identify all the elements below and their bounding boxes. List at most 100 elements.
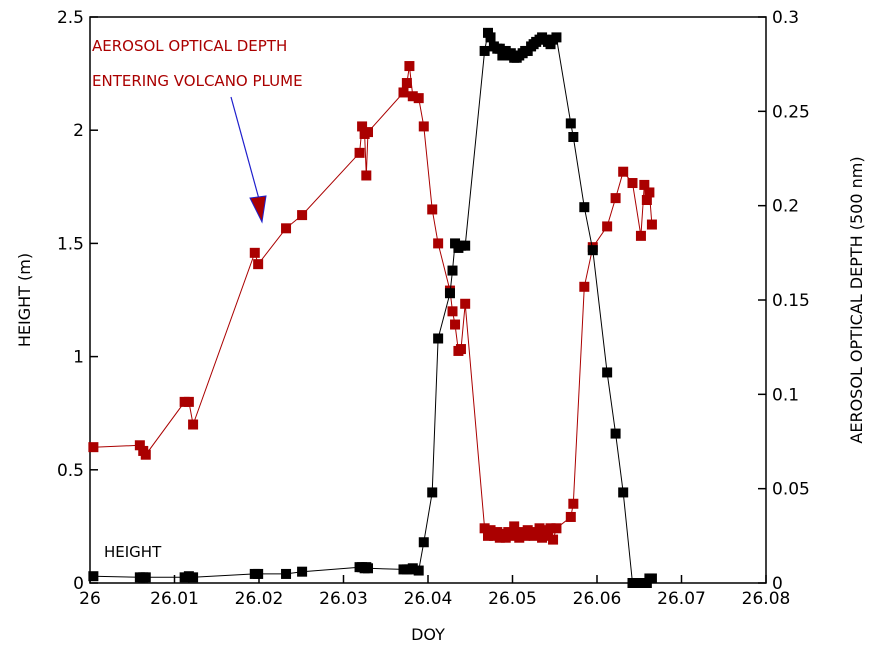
aod-series-point xyxy=(88,442,99,453)
x-axis-label: DOY xyxy=(411,625,445,644)
x-tick-label: 26.08 xyxy=(742,589,791,609)
annotation-arrow xyxy=(230,96,267,224)
aod-series-point xyxy=(485,525,496,536)
aod-series-point xyxy=(545,523,556,534)
height-series-point xyxy=(407,563,418,574)
annotation-line-2: ENTERING VOLCANO PLUME xyxy=(92,72,303,90)
height-series-point xyxy=(253,568,264,579)
aod-series-point xyxy=(455,344,466,355)
aod-series-point xyxy=(281,223,292,234)
height-series-point xyxy=(568,131,579,142)
y-left-tick-label: 1 xyxy=(73,348,84,368)
aod-series-point xyxy=(183,396,194,407)
aod-series-point xyxy=(492,527,503,538)
aod-series-point xyxy=(509,521,520,532)
aod-series-point xyxy=(450,319,461,330)
aod-series-point xyxy=(253,259,264,270)
height-series-point xyxy=(444,288,455,299)
height-series-point xyxy=(413,565,424,576)
aod-series-point xyxy=(602,221,613,232)
aod-series-point xyxy=(644,187,655,198)
height-series-point xyxy=(460,240,471,251)
aod-series-point xyxy=(568,498,579,509)
height-series-point xyxy=(447,265,458,276)
height-series-point xyxy=(587,245,598,256)
aod-series-point xyxy=(361,170,372,181)
aod-series-point xyxy=(565,511,576,522)
x-tick-label: 26.06 xyxy=(573,589,622,609)
height-series-point xyxy=(88,571,99,582)
y-right-tick-label: 0.15 xyxy=(772,291,810,311)
y-axis-right: 0 0.05 0.1 0.15 0.2 0.25 0.3 xyxy=(758,8,810,594)
height-series-point xyxy=(565,118,576,129)
height-series-point xyxy=(363,563,374,574)
height-series-point xyxy=(485,32,496,43)
height-series-point xyxy=(646,573,657,584)
aod-series-point xyxy=(548,534,559,545)
aod-series-line xyxy=(93,66,653,542)
aod-series-point xyxy=(482,530,493,541)
plot-frame xyxy=(89,16,767,584)
height-series-point xyxy=(494,43,505,54)
x-tick-label: 26.05 xyxy=(488,589,537,609)
aod-series-point xyxy=(413,93,424,104)
y-right-tick-label: 0.25 xyxy=(772,102,810,122)
aod-series-point xyxy=(427,204,438,215)
aod-series-point xyxy=(134,440,145,451)
aod-series-point xyxy=(354,147,365,158)
y-right-tick-label: 0 xyxy=(772,574,783,594)
aod-series-point xyxy=(534,523,545,534)
x-tick-label: 26.04 xyxy=(404,589,453,609)
height-series-point xyxy=(427,487,438,498)
height-series-point xyxy=(418,537,429,548)
aod-series-point xyxy=(297,210,308,221)
aod-series-point xyxy=(418,121,429,132)
aod-series-point xyxy=(357,121,368,132)
height-series-point xyxy=(140,572,151,583)
aod-series-point xyxy=(539,525,550,536)
aod-series-point xyxy=(618,166,629,177)
aod-series-point xyxy=(537,532,548,543)
y-right-tick-label: 0.3 xyxy=(772,8,799,28)
x-tick-label: 26.07 xyxy=(657,589,706,609)
x-tick-label: 26.02 xyxy=(235,589,284,609)
aod-series-point xyxy=(542,530,553,541)
annotation-line-1: AEROSOL OPTICAL DEPTH xyxy=(92,37,287,55)
aod-series-point xyxy=(579,281,590,292)
aod-series-point xyxy=(639,179,650,190)
aod-series-point xyxy=(433,238,444,249)
y-axis-left: 0 0.5 1 1.5 2 2.5 xyxy=(57,8,98,594)
y-left-tick-label: 0.5 xyxy=(57,461,84,481)
height-series xyxy=(88,27,657,588)
height-series-point xyxy=(433,333,444,344)
aod-series-point xyxy=(641,195,652,206)
aod-series-point xyxy=(249,247,260,258)
aod-series-point xyxy=(401,78,412,89)
height-series-point xyxy=(188,572,199,583)
aod-series-point xyxy=(398,87,409,98)
height-series-point xyxy=(281,568,292,579)
height-series-label: HEIGHT xyxy=(104,543,162,561)
height-series-point xyxy=(579,202,590,213)
y-left-tick-label: 1.5 xyxy=(57,234,84,254)
x-tick-label: 26 xyxy=(79,589,101,609)
aod-series-point xyxy=(188,419,199,430)
height-series-point xyxy=(610,428,621,439)
aod-series-point xyxy=(140,449,151,460)
aod-series-point xyxy=(479,523,490,534)
y-right-tick-label: 0.2 xyxy=(772,197,799,217)
height-series-point xyxy=(627,578,638,588)
y-left-tick-label: 0 xyxy=(73,574,84,594)
aod-series-point xyxy=(551,523,562,534)
x-tick-label: 26.03 xyxy=(319,589,368,609)
y-right-tick-label: 0.05 xyxy=(772,480,810,500)
height-series-point xyxy=(618,487,629,498)
aod-series-point xyxy=(407,91,418,102)
aod-series-point xyxy=(646,219,657,230)
y-axis-right-label: AEROSOL OPTICAL DEPTH (500 nm) xyxy=(847,156,866,443)
y-left-tick-label: 2.5 xyxy=(57,8,84,28)
aod-series-point xyxy=(505,530,516,541)
aod-series-point xyxy=(460,298,471,309)
height-series-point xyxy=(551,32,562,43)
